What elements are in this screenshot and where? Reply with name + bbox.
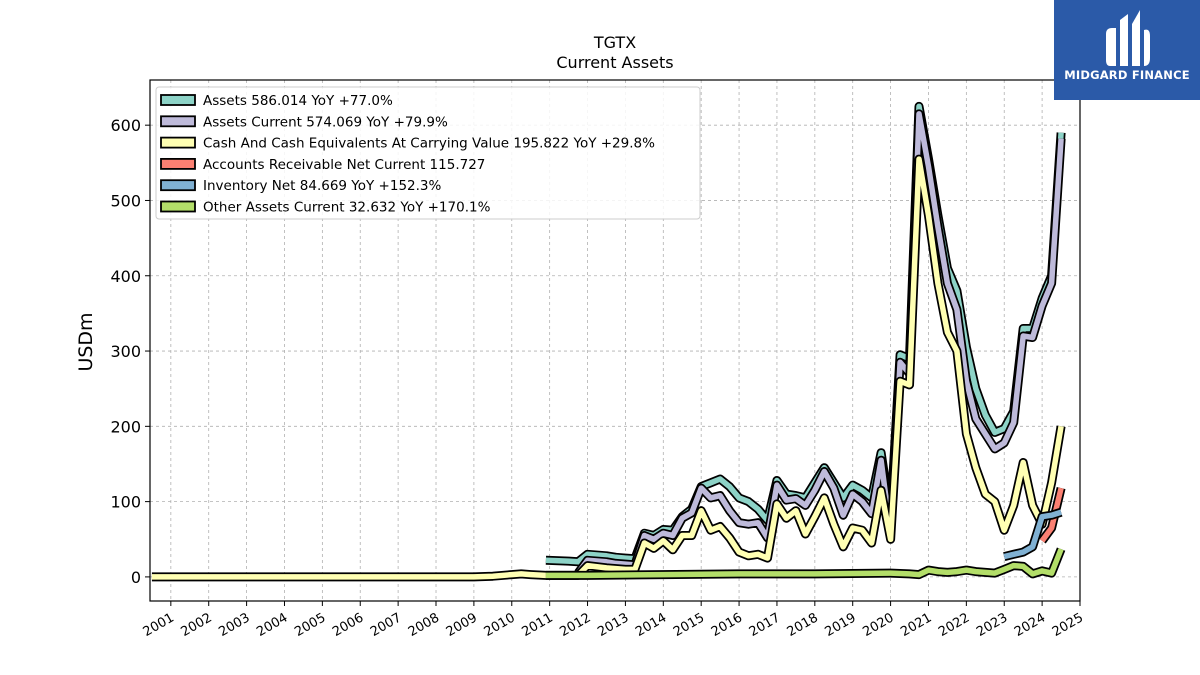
x-tick-label: 2020 [860, 610, 896, 640]
y-tick-label: 500 [110, 191, 141, 210]
y-tick-label: 0 [131, 568, 141, 587]
y-tick-label: 200 [110, 417, 141, 436]
x-tick-label: 2015 [671, 610, 707, 640]
x-axis-ticks: 2001 2002 2003 2004 2005 2006 2007 2008 2009 2010… [141, 601, 1086, 640]
legend-label: Inventory Net 84.669 YoY +152.3% [203, 178, 441, 194]
x-tick-label: 2013 [595, 610, 631, 640]
series-layer [151, 101, 1066, 582]
x-tick-label: 2012 [557, 610, 593, 640]
x-tick-label: 2004 [254, 610, 290, 640]
y-tick-label: 100 [110, 493, 141, 512]
legend-swatch [160, 115, 196, 128]
y-tick-label: 600 [110, 116, 141, 135]
y-axis-ticks: 0 100 200 300 400 500 600 [110, 116, 150, 587]
x-tick-label: 2023 [974, 610, 1010, 640]
series-line [575, 111, 1064, 575]
legend-swatch [160, 94, 196, 106]
chart-title: TGTX [593, 33, 636, 52]
legend-swatch [160, 179, 196, 192]
legend-label: Assets Current 574.069 YoY +79.9% [203, 114, 448, 130]
logo-text: MIDGARD FINANCE [1064, 68, 1190, 82]
x-tick-label: 2016 [709, 610, 745, 640]
x-tick-label: 2021 [898, 610, 934, 640]
x-tick-label: 2006 [330, 610, 366, 640]
x-tick-label: 2002 [179, 610, 215, 640]
y-tick-label: 400 [110, 267, 141, 286]
legend-label: Assets 586.014 YoY +77.0% [203, 93, 393, 109]
x-tick-label: 2007 [368, 610, 404, 640]
plot-frame [149, 79, 1081, 602]
x-tick-label: 2003 [216, 610, 252, 640]
x-tick-label: 2001 [141, 610, 177, 640]
legend-swatch [160, 136, 196, 149]
x-tick-label: 2017 [747, 610, 783, 640]
x-tick-label: 2008 [406, 610, 442, 640]
x-tick-label: 2005 [292, 610, 328, 640]
x-tick-label: 2011 [519, 610, 555, 640]
x-tick-label: 2014 [633, 610, 669, 640]
x-tick-label: 2010 [482, 610, 518, 640]
series-line [151, 156, 1064, 580]
legend-box [155, 86, 701, 220]
x-tick-label: 2019 [823, 610, 859, 640]
legend-label: Other Assets Current 32.632 YoY +170.1% [203, 200, 491, 216]
legend-swatch [160, 200, 196, 213]
x-tick-label: 2009 [444, 610, 480, 640]
legend-label: Cash And Cash Equivalents At Carrying Va… [203, 136, 655, 152]
series-line-outline [151, 154, 1066, 582]
series-line [1039, 487, 1064, 543]
logo-mark-icon [1106, 10, 1150, 67]
legend-label: Accounts Receivable Net Current 115.727 [203, 157, 485, 173]
x-tick-label: 2022 [936, 610, 972, 640]
midgard-finance-logo: MIDGARD FINANCE [1054, 0, 1200, 100]
legend: Assets 586.014 YoY +77.0% Assets Current … [155, 86, 701, 220]
x-tick-label: 2025 [1050, 610, 1086, 640]
legend-swatch [160, 157, 196, 170]
y-axis-label: USDm [75, 312, 97, 371]
chart-subtitle: Current Assets [556, 53, 673, 72]
series-line [1003, 509, 1062, 560]
y-tick-label: 300 [110, 342, 141, 361]
series-line [545, 548, 1064, 579]
x-tick-label: 2024 [1012, 610, 1048, 640]
x-tick-label: 2018 [785, 610, 821, 640]
